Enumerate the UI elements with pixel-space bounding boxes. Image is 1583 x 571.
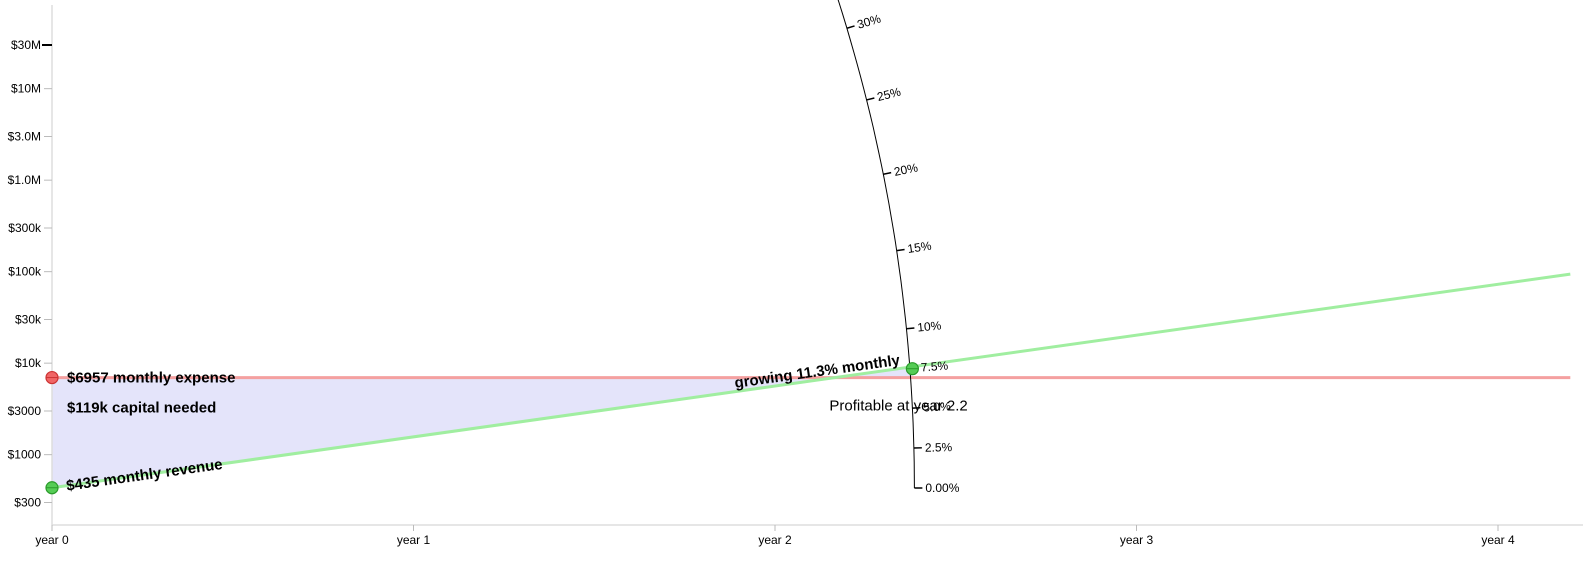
y-tick-label: $3.0M bbox=[8, 130, 41, 144]
y-tick-label: $1.0M bbox=[8, 173, 41, 187]
growth-dial-label: 0.00% bbox=[925, 481, 959, 495]
growth-dial-label: 10% bbox=[917, 318, 943, 334]
growth-dial-tick bbox=[906, 327, 915, 330]
y-tick-label: $3000 bbox=[8, 404, 42, 418]
growth-dial-arc bbox=[837, 0, 915, 489]
y-tick-label: $100k bbox=[8, 265, 42, 279]
y-tick-label: $300k bbox=[8, 221, 42, 235]
x-tick-label: year 3 bbox=[1120, 533, 1154, 547]
y-tick-label: $10M bbox=[11, 82, 41, 96]
y-tick-label: $300 bbox=[14, 496, 41, 510]
x-tick-label: year 4 bbox=[1481, 533, 1515, 547]
growth-dial-label: 5.0% bbox=[923, 399, 951, 414]
growth-dial-tick bbox=[846, 25, 855, 29]
x-tick-label: year 1 bbox=[397, 533, 431, 547]
growth-dial-label: 20% bbox=[893, 160, 920, 179]
y-tick-label: $30M bbox=[11, 38, 41, 52]
revenue-line bbox=[51, 272, 1571, 490]
growth-dial-label: 15% bbox=[907, 238, 933, 255]
y-tick-label: $1000 bbox=[8, 448, 42, 462]
growth-dial-label: 30% bbox=[855, 11, 882, 31]
growth-dial-tick bbox=[896, 248, 905, 252]
y-tick-label: $30k bbox=[15, 313, 42, 327]
growth-rate-handle[interactable] bbox=[905, 362, 919, 376]
x-tick-label: year 0 bbox=[35, 533, 69, 547]
series-layer bbox=[51, 272, 1571, 490]
expense-handle[interactable] bbox=[45, 370, 59, 385]
growth-dial-tick bbox=[883, 171, 892, 175]
x-tick-label: year 2 bbox=[758, 533, 792, 547]
growth-dial-label: 2.5% bbox=[925, 440, 953, 455]
axes-layer: $300 $1000 $3000 $10k $30k $100k $300k $1.0M $3.… bbox=[8, 5, 1583, 547]
growth-dial-tick bbox=[866, 97, 875, 101]
growth-dial-label: 7.5% bbox=[920, 358, 949, 374]
growth-rate-dial[interactable]: 0.00%2.5%5.0%7.5%10%15%20%25%30%40%50% bbox=[728, 0, 960, 495]
growth-rate-annotation: growing 11.3% monthly bbox=[733, 352, 901, 392]
revenue-handle[interactable] bbox=[45, 481, 59, 495]
growth-dial-label: 25% bbox=[876, 85, 903, 104]
capital-needed-annotation: $119k capital needed bbox=[67, 400, 216, 417]
handles-layer[interactable] bbox=[45, 362, 919, 495]
expense-annotation: $6957 monthly expense bbox=[67, 370, 235, 387]
y-tick-label: $10k bbox=[15, 356, 42, 370]
profitable-annotation: Profitable at year 2.2 bbox=[829, 398, 967, 415]
